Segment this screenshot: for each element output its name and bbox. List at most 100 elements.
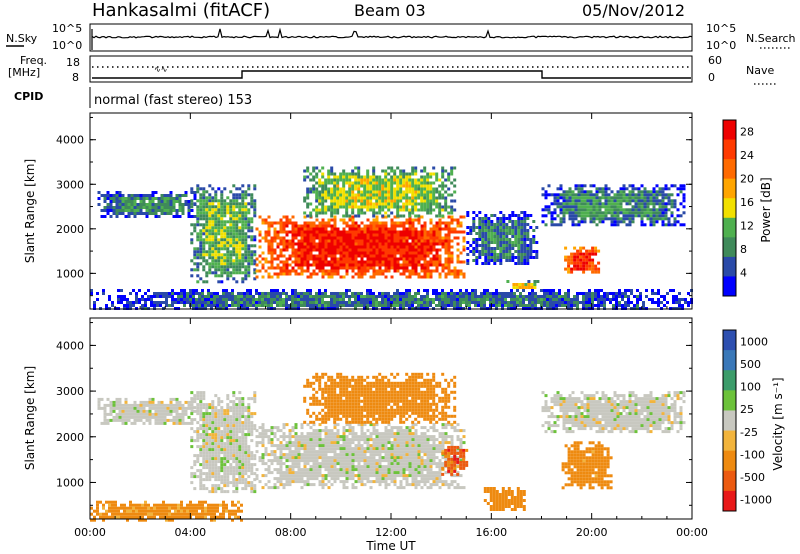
power-cell-2 xyxy=(345,269,349,273)
power-cell-8 xyxy=(213,301,216,304)
power-cell-2 xyxy=(336,260,340,264)
power-cell-1 xyxy=(223,253,227,257)
power-cell-0 xyxy=(151,206,155,209)
velocity-cell-0 xyxy=(151,400,155,404)
power-cell-0 xyxy=(148,209,152,212)
velocity-cell-0 xyxy=(181,415,185,419)
velocity-cell-0 xyxy=(178,400,182,404)
power-cell-8 xyxy=(318,295,321,298)
power-cell-8 xyxy=(291,301,294,304)
power-cell-6 xyxy=(580,220,584,224)
power-cell-2 xyxy=(450,257,454,261)
velocity-cell-0 xyxy=(157,409,161,413)
power-cell-2 xyxy=(417,263,421,267)
power-cell-0 xyxy=(178,194,182,197)
power-cell-8 xyxy=(306,289,309,292)
power-cell-3 xyxy=(312,166,316,170)
power-cell-2 xyxy=(408,236,412,240)
power-cell-7 xyxy=(576,252,580,256)
power-cell-6 xyxy=(640,208,644,212)
power-cell-0 xyxy=(112,212,116,215)
power-cell-2 xyxy=(384,245,388,249)
power-cell-7 xyxy=(597,267,601,271)
power-cell-2 xyxy=(429,257,433,261)
power-cell-4 xyxy=(484,250,488,253)
power-cell-2 xyxy=(300,248,304,252)
power-cell-8 xyxy=(150,295,153,298)
power-cell-4 xyxy=(520,220,524,223)
power-cell-2 xyxy=(288,221,292,225)
velocity-cell-0 xyxy=(130,421,134,425)
power-cell-8 xyxy=(258,295,261,298)
power-cell-6 xyxy=(589,196,593,200)
power-cell-0 xyxy=(142,200,146,203)
power-cell-4 xyxy=(502,214,506,217)
power-cell-3 xyxy=(348,178,352,182)
power-cell-2 xyxy=(321,251,325,255)
power-cell-4 xyxy=(499,238,503,241)
power-cell-2 xyxy=(318,233,322,237)
power-cell-1 xyxy=(226,265,230,269)
velocity-cell-1 xyxy=(208,451,212,455)
power-cell-4 xyxy=(511,211,515,214)
power-cell-6 xyxy=(571,205,575,209)
power-cell-8 xyxy=(606,295,609,298)
velocity-cell-1 xyxy=(202,406,206,410)
power-cell-4 xyxy=(508,232,512,235)
power-cell-2 xyxy=(306,221,310,225)
power-cell-1 xyxy=(196,265,200,269)
power-cell-3 xyxy=(423,193,427,197)
power-cell-8 xyxy=(165,298,168,301)
power-cell-4 xyxy=(508,259,512,262)
power-cell-2 xyxy=(435,263,439,267)
power-cell-4 xyxy=(526,238,530,241)
power-cell-8 xyxy=(435,289,438,292)
power-cell-8 xyxy=(564,295,567,298)
power-cell-8 xyxy=(342,304,345,307)
power-cell-6 xyxy=(679,202,683,206)
power-cell-2 xyxy=(423,260,427,264)
power-cell-8 xyxy=(678,304,681,307)
power-cell-4 xyxy=(511,226,515,229)
power-cell-6 xyxy=(592,217,596,221)
power-cell-6 xyxy=(580,211,584,215)
power-cell-2 xyxy=(351,245,355,249)
power-cell-2 xyxy=(276,257,280,261)
velocity-cell-0 xyxy=(172,397,176,401)
power-cell-4 xyxy=(505,259,509,262)
power-cell-8 xyxy=(546,301,549,304)
power-cell-2 xyxy=(399,224,403,228)
power-cell-4 xyxy=(523,214,527,217)
power-cell-8 xyxy=(219,304,222,307)
power-cell-8 xyxy=(450,304,453,307)
power-cell-8 xyxy=(465,298,468,301)
power-cell-2 xyxy=(405,227,409,231)
power-cell-1 xyxy=(253,262,257,266)
power-cell-8 xyxy=(612,298,615,301)
velocity-cell-1 xyxy=(199,397,203,401)
power-cell-1 xyxy=(247,274,251,278)
power-cell-2 xyxy=(402,224,406,228)
power-cell-8 xyxy=(96,292,99,295)
power-cell-1 xyxy=(220,256,224,260)
power-cell-8 xyxy=(573,298,576,301)
power-cell-6 xyxy=(553,223,557,227)
power-cell-1 xyxy=(244,208,248,212)
power-cell-1 xyxy=(205,232,209,236)
power-cell-2 xyxy=(447,242,451,246)
velocity-cell-1 xyxy=(220,463,224,467)
power-cell-2 xyxy=(339,275,343,279)
power-cell-2 xyxy=(381,257,385,261)
power-cell-3 xyxy=(447,193,451,197)
power-cell-6 xyxy=(655,202,659,206)
velocity-cell-1 xyxy=(220,430,224,434)
power-cell-6 xyxy=(616,202,620,206)
power-cell-3 xyxy=(333,211,337,215)
power-cell-8 xyxy=(300,298,303,301)
power-cell-8 xyxy=(555,298,558,301)
power-cell-3 xyxy=(408,178,412,182)
power-cell-4 xyxy=(478,223,482,226)
power-cell-2 xyxy=(456,218,460,222)
power-cell-4 xyxy=(502,226,506,229)
power-cell-1 xyxy=(211,271,215,275)
